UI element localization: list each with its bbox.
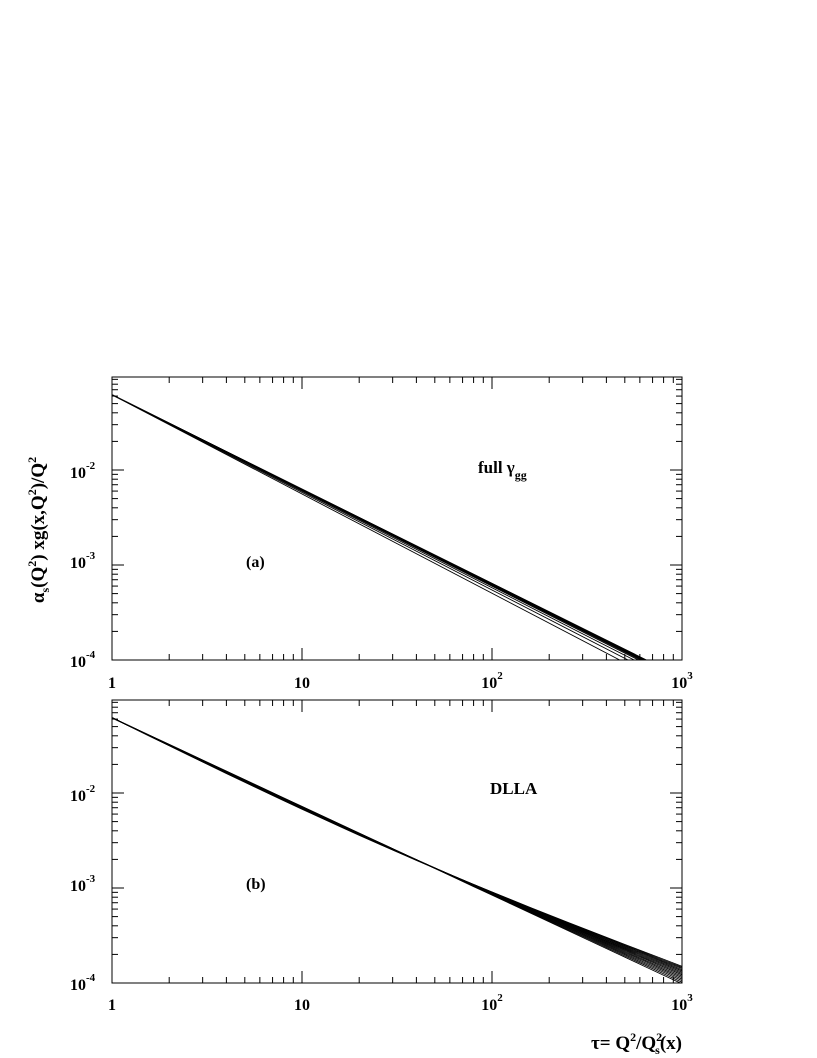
panel-a-tick-labels: 1 10 102 103 10-2 10-3 10-4 — [70, 460, 693, 692]
panel-b-ytick-1e-4: 10-4 — [70, 972, 96, 994]
panel-b-annotation: DLLA — [490, 779, 538, 798]
y-axis-title: αs(Q2) xg(x,Q2)/Q2 — [25, 457, 52, 603]
panel-b-ticks — [111, 700, 682, 984]
panel-b-xtick-100: 102 — [481, 992, 503, 1014]
panel-a-series-line — [112, 394, 629, 660]
panel-b-xtick-1000: 103 — [671, 992, 693, 1014]
panel-b-series-line — [112, 717, 682, 968]
panel-a-series-line — [112, 394, 647, 660]
panel-a-frame — [111, 376, 683, 661]
panel-b-series-line — [112, 717, 682, 967]
panel-b-series-line — [112, 717, 682, 972]
panel-b-series-line — [112, 717, 682, 971]
panel-b-xtick-10: 10 — [294, 997, 310, 1014]
panel-a-ytick-1e-3: 10-3 — [70, 550, 96, 572]
panel-a-xtick-1: 1 — [108, 675, 116, 692]
panel-b-ytick-1e-2: 10-2 — [70, 783, 96, 805]
panel-a-ytick-1e-4: 10-4 — [70, 649, 96, 671]
panel-b-tick-labels: 1 10 102 103 10-2 10-3 10-4 — [70, 783, 693, 1014]
panel-b-frame — [111, 699, 683, 984]
panel-a-xtick-100: 102 — [481, 670, 503, 692]
panel-b-label: (b) — [246, 876, 266, 893]
panel-b-xtick-1: 1 — [108, 997, 116, 1014]
x-axis-title: τ= Q2/Q2 s(x) — [591, 1030, 682, 1057]
panel-a-ytick-1e-2: 10-2 — [70, 460, 96, 482]
panel-a-ticks — [111, 377, 682, 661]
panel-b-ytick-1e-3: 10-3 — [70, 873, 96, 895]
panel-a-xtick-10: 10 — [294, 675, 310, 692]
panel-a-annotation: full γgg — [478, 458, 527, 482]
panel-b: 1 10 102 103 10-2 10-3 10-4 DLLA (b) — [70, 699, 693, 1014]
panel-a-curves — [112, 394, 647, 660]
panel-a-series-line — [112, 394, 620, 660]
panel-a: 1 10 102 103 10-2 10-3 10-4 full γgg (a) — [70, 376, 693, 692]
panel-a-label: (a) — [246, 554, 265, 571]
panel-b-curves — [112, 717, 682, 983]
panel-b-series-line — [112, 717, 682, 969]
panel-a-xtick-1000: 103 — [671, 670, 693, 692]
